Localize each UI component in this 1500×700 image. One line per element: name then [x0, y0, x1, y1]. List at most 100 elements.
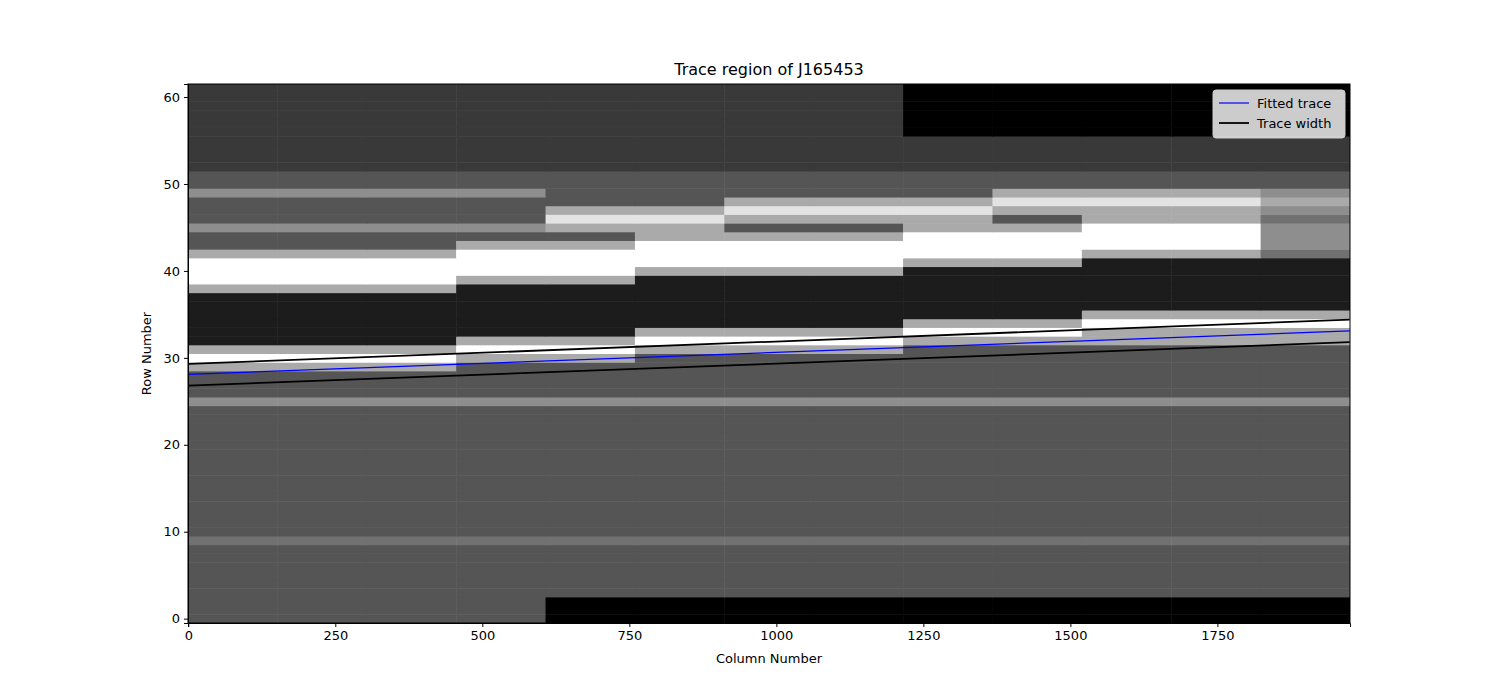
cell: [546, 380, 636, 389]
cell: [277, 223, 367, 232]
trace-line: [188, 342, 1349, 385]
cell: [635, 458, 725, 467]
cell: [814, 119, 904, 128]
cell: [724, 162, 814, 171]
cell: [992, 519, 1082, 528]
cell: [814, 571, 904, 580]
cell: [814, 510, 904, 519]
cell: [367, 258, 457, 267]
cell: [903, 501, 993, 510]
cell: [367, 110, 457, 119]
x-tick: 1000: [760, 623, 793, 643]
cell: [277, 275, 367, 284]
cell: [277, 423, 367, 432]
cell: [546, 510, 636, 519]
cell: [724, 154, 814, 163]
cell: [277, 84, 367, 93]
cell: [903, 93, 993, 102]
cell: [903, 206, 993, 215]
cell: [814, 93, 904, 102]
cell: [1261, 397, 1350, 406]
cell: [724, 275, 814, 284]
cell: [277, 467, 367, 476]
cell: [814, 127, 904, 136]
cell: [635, 388, 725, 397]
cell: [814, 249, 904, 258]
x-tick-mark: [1070, 623, 1071, 627]
cell: [724, 101, 814, 110]
cell: [903, 336, 993, 345]
cell: [1082, 240, 1172, 249]
cell: [1171, 354, 1261, 363]
cell: [903, 249, 993, 258]
cell: [814, 188, 904, 197]
cell: [188, 206, 278, 215]
cell: [992, 449, 1082, 458]
cell: [188, 614, 278, 623]
cell: [635, 188, 725, 197]
cell: [367, 571, 457, 580]
cell: [456, 275, 546, 284]
cell: [903, 275, 993, 284]
cell: [992, 275, 1082, 284]
y-tick-label: 40: [163, 264, 180, 279]
cell: [1082, 275, 1172, 284]
cell: [546, 188, 636, 197]
cell: [635, 232, 725, 241]
x-tick-mark: [1217, 623, 1218, 627]
cell: [1082, 493, 1172, 502]
cell: [1171, 310, 1261, 319]
cell: [635, 493, 725, 502]
cell: [724, 171, 814, 180]
cell: [1082, 162, 1172, 171]
cell: [188, 406, 278, 415]
cell: [903, 562, 993, 571]
cell: [814, 327, 904, 336]
cell: [814, 440, 904, 449]
cell: [724, 240, 814, 249]
cell: [814, 319, 904, 328]
cell: [814, 562, 904, 571]
cell: [456, 519, 546, 528]
cell: [367, 223, 457, 232]
cell: [1261, 545, 1350, 554]
cell: [992, 380, 1082, 389]
cell: [456, 510, 546, 519]
cell: [188, 597, 278, 606]
cell: [635, 93, 725, 102]
cell: [724, 214, 814, 223]
cell: [546, 327, 636, 336]
cell: [635, 319, 725, 328]
legend-box: [1213, 90, 1345, 138]
cell: [724, 597, 814, 606]
cell: [456, 614, 546, 623]
cell: [1261, 475, 1350, 484]
cell: [456, 214, 546, 223]
cell: [188, 493, 278, 502]
cell: [635, 258, 725, 267]
cell: [456, 119, 546, 128]
cell: [724, 267, 814, 276]
cell: [992, 240, 1082, 249]
cell: [1082, 553, 1172, 562]
cell: [635, 414, 725, 423]
cell: [1082, 84, 1172, 93]
cell: [635, 545, 725, 554]
cell: [277, 432, 367, 441]
cell: [1082, 197, 1172, 206]
cell: [1082, 388, 1172, 397]
cell: [1261, 519, 1350, 528]
cell: [903, 127, 993, 136]
cell: [546, 293, 636, 302]
cell: [277, 510, 367, 519]
x-tick: 500: [470, 623, 495, 643]
cell: [1171, 423, 1261, 432]
cell: [1082, 475, 1172, 484]
cell: [546, 84, 636, 93]
cell: [1171, 154, 1261, 163]
cell: [1171, 449, 1261, 458]
cell: [635, 275, 725, 284]
y-tick-label: 30: [163, 351, 180, 366]
cell: [367, 423, 457, 432]
plot-area: [188, 84, 1350, 623]
